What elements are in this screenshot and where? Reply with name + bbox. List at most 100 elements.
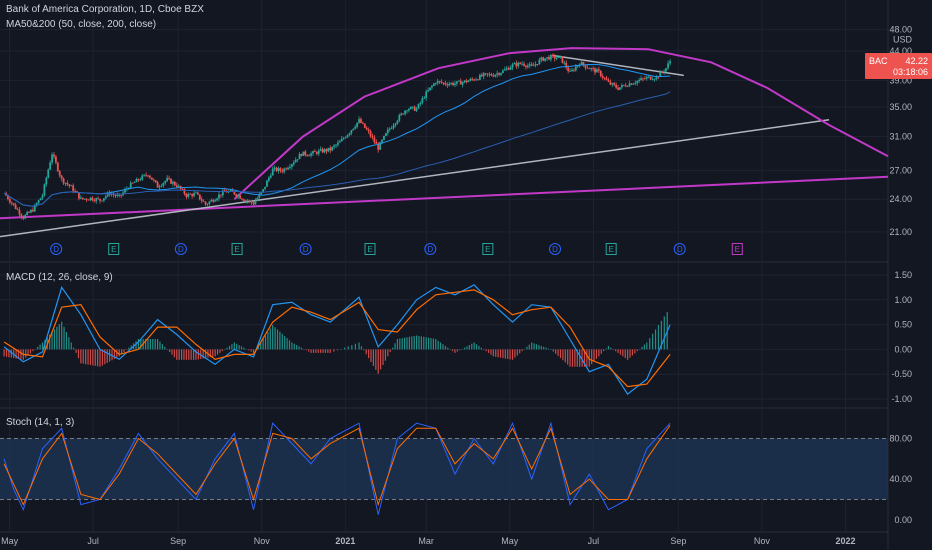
macd-histogram-bar bbox=[176, 349, 178, 360]
candle-body bbox=[81, 197, 84, 200]
macd-histogram-bar bbox=[631, 349, 634, 356]
macd-histogram-bar bbox=[68, 337, 70, 350]
candle-body bbox=[484, 73, 487, 75]
macd-axis[interactable]: 1.50 1.00 0.50 0.00 -0.50 -1.00 bbox=[891, 270, 912, 404]
price-axis-tick: 44.00 bbox=[889, 46, 912, 56]
candle-body bbox=[352, 128, 355, 131]
candle-body bbox=[252, 202, 255, 205]
candle-body bbox=[467, 80, 470, 83]
candle-body bbox=[363, 123, 366, 128]
candle-body bbox=[260, 191, 263, 195]
candle-body bbox=[285, 168, 288, 170]
dividend-marker bbox=[673, 243, 686, 255]
macd-histogram-bar bbox=[61, 321, 63, 350]
macd-histogram-bar bbox=[646, 342, 648, 350]
candle-body bbox=[233, 191, 236, 195]
candle-body bbox=[544, 58, 547, 61]
candle-body bbox=[204, 201, 207, 205]
candle-body bbox=[298, 154, 301, 160]
macd-histogram-bar bbox=[593, 349, 595, 362]
macd-histogram-bar bbox=[523, 348, 526, 350]
candle-body bbox=[438, 81, 441, 82]
candle-body bbox=[375, 142, 378, 144]
macd-histogram-bar bbox=[396, 338, 399, 350]
candle-body bbox=[361, 122, 364, 124]
candle-body bbox=[609, 81, 612, 85]
candle-body bbox=[536, 64, 539, 65]
candle-body bbox=[513, 63, 516, 65]
stoch-legend[interactable]: Stoch (14, 1, 3) bbox=[6, 417, 75, 428]
macd-histogram-bar bbox=[511, 349, 514, 360]
candle-body bbox=[624, 85, 627, 87]
macd-histogram-bar bbox=[10, 349, 12, 358]
candle-body bbox=[145, 174, 147, 176]
macd-histogram-bar bbox=[216, 349, 219, 355]
macd-histogram-bar bbox=[51, 332, 53, 350]
macd-histogram-bar bbox=[315, 349, 317, 353]
macd-histogram-bar bbox=[380, 349, 382, 370]
candle-body bbox=[546, 57, 548, 59]
candle-body bbox=[258, 194, 261, 198]
event-marker-label: D bbox=[303, 245, 309, 254]
macd-histogram-bar bbox=[118, 349, 120, 357]
candle-body bbox=[106, 192, 109, 197]
price-axis[interactable]: 48.00 44.00 39.00 35.00 31.00 27.00 24.00 21.00… bbox=[889, 25, 912, 237]
macd-histogram-bar bbox=[461, 348, 463, 350]
candle-body bbox=[120, 194, 123, 196]
candle-body bbox=[275, 167, 278, 172]
candle-body bbox=[49, 162, 52, 170]
candle-body bbox=[417, 103, 420, 109]
stoch-axis[interactable]: 80.00 40.00 0.00 bbox=[889, 433, 912, 524]
macd-histogram-bar bbox=[101, 349, 104, 366]
stoch-axis-tick: 0.00 bbox=[894, 515, 912, 525]
macd-histogram-bar bbox=[56, 326, 58, 350]
candle-body bbox=[584, 65, 587, 68]
candle-body bbox=[306, 154, 309, 156]
signal-line bbox=[3, 289, 671, 388]
candle-body bbox=[262, 189, 265, 192]
macd-legend[interactable]: MACD (12, 26, close, 9) bbox=[6, 272, 113, 283]
ma-indicator-legend[interactable]: MA50&200 (50, close, 200, close) bbox=[6, 19, 157, 30]
macd-histogram-bar bbox=[130, 345, 132, 350]
price-tag-ticker: BAC bbox=[869, 56, 888, 66]
macd-histogram-bar bbox=[617, 349, 619, 353]
candle-body bbox=[170, 178, 172, 184]
candle-body bbox=[486, 73, 489, 75]
macd-histogram-bar bbox=[300, 347, 303, 350]
macd-axis-tick: -1.00 bbox=[891, 394, 912, 404]
macd-histogram-bar bbox=[663, 316, 665, 350]
macd-histogram-bar bbox=[15, 349, 17, 359]
earnings-marker bbox=[731, 243, 743, 255]
price-axis-tick: 48.00 bbox=[889, 25, 912, 35]
candle-body bbox=[356, 122, 359, 127]
macd-histogram-bar bbox=[344, 347, 346, 350]
chart-title[interactable]: Bank of America Corporation, 1D, Cboe BZ… bbox=[6, 4, 204, 15]
candle-body bbox=[619, 87, 621, 90]
candle-body bbox=[206, 203, 209, 205]
candle-body bbox=[444, 82, 447, 85]
candle-body bbox=[509, 67, 512, 70]
candle-body bbox=[354, 126, 357, 129]
macd-histogram-bar bbox=[188, 349, 190, 360]
macd-histogram-bar bbox=[178, 349, 180, 360]
candle-body bbox=[475, 79, 477, 81]
macd-histogram-bar bbox=[37, 346, 39, 350]
candle-body bbox=[58, 171, 61, 176]
trend-drawings[interactable] bbox=[0, 47, 889, 238]
candle-body bbox=[582, 62, 585, 66]
macd-histogram-bar bbox=[322, 349, 324, 353]
price-tag-box bbox=[865, 52, 932, 79]
time-axis[interactable]: May Jul Sep Nov 2021 Mar May Jul Sep Nov 2022 bbox=[1, 536, 855, 546]
candle-body bbox=[565, 62, 568, 68]
candle-body bbox=[408, 109, 410, 111]
price-axis-tick: 35.00 bbox=[889, 102, 912, 112]
candle-body bbox=[329, 147, 332, 151]
candle-body bbox=[137, 178, 140, 181]
candle-body bbox=[450, 83, 453, 84]
macd-histogram-bar bbox=[581, 349, 583, 367]
candle-body bbox=[10, 202, 13, 204]
candle-body bbox=[521, 63, 524, 65]
macd-histogram-bar bbox=[360, 346, 363, 350]
